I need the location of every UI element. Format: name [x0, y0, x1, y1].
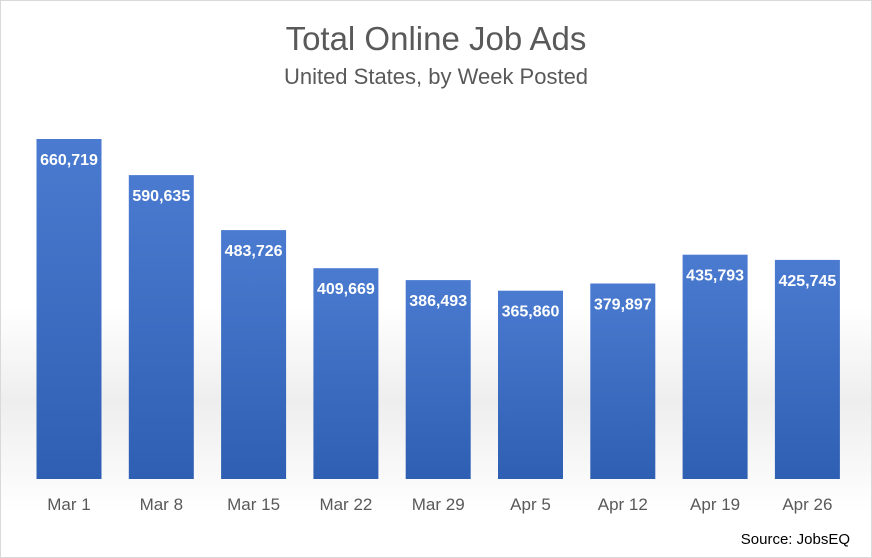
x-tick-label: Apr 5 — [510, 495, 551, 514]
data-label: 425,745 — [778, 273, 836, 290]
x-tick-label: Mar 22 — [319, 495, 372, 514]
x-tick-label: Apr 12 — [598, 495, 648, 514]
source-note: Source: JobsEQ — [740, 531, 850, 548]
bar-mar-29 — [405, 280, 471, 479]
data-label: 386,493 — [409, 293, 467, 310]
data-label: 483,726 — [225, 243, 283, 260]
x-tick-label: Mar 1 — [47, 495, 90, 514]
data-label: 590,635 — [132, 188, 190, 205]
x-tick-label: Apr 19 — [690, 495, 740, 514]
bar-apr-5 — [498, 290, 563, 479]
bar-mar-8 — [128, 175, 194, 479]
x-tick-label: Mar 29 — [412, 495, 465, 514]
x-tick-label: Apr 26 — [782, 495, 832, 514]
data-label: 365,860 — [502, 304, 560, 321]
data-label: 409,669 — [317, 281, 375, 298]
x-tick-label: Mar 15 — [227, 495, 280, 514]
chart-subtitle: United States, by Week Posted — [283, 64, 589, 89]
bar-mar-22 — [313, 268, 379, 479]
data-label: 379,897 — [594, 297, 652, 314]
data-label: 435,793 — [686, 268, 744, 285]
bar-apr-26 — [774, 259, 840, 479]
data-label: 660,719 — [40, 152, 98, 169]
x-tick-label: Mar 8 — [140, 495, 183, 514]
bar-mar-1 — [36, 139, 102, 479]
chart-title: Total Online Job Ads — [285, 20, 587, 57]
bar-mar-15 — [221, 230, 287, 479]
bar-apr-12 — [590, 283, 656, 479]
bar-apr-19 — [682, 254, 748, 479]
